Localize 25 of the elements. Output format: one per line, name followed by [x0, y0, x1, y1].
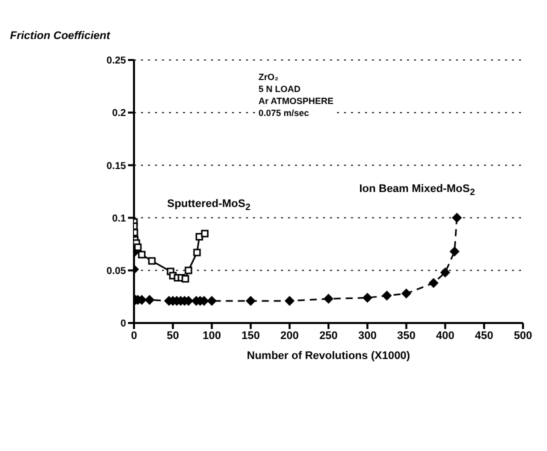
- text: Ion Beam Mixed-MoS$_{2}$: [357, 182, 477, 197]
- annotation: Ar ATMOSPHERE: [258, 94, 334, 107]
- x-tick-label: 450: [474, 330, 494, 342]
- x-tick-label: 300: [358, 330, 377, 342]
- annotation: ZrO₂: [258, 70, 280, 83]
- x-tick-label: 150: [242, 330, 260, 342]
- x-tick-label: 500: [514, 330, 532, 342]
- y-tick-label: 0: [120, 318, 126, 330]
- y-tick-label: 0.05: [106, 266, 126, 277]
- x-tick-label: 200: [280, 330, 299, 342]
- y-tick-label: 0.2: [112, 108, 126, 120]
- annotation: 0.075 m/sec: [258, 106, 310, 119]
- y-tick-label: 0.15: [106, 160, 126, 172]
- y-axis-title: Friction Coefficient: [10, 30, 110, 42]
- x-tick-label: 50: [166, 330, 180, 342]
- x-tick-label: 400: [436, 330, 454, 342]
- x-tick-label: 100: [202, 330, 221, 342]
- y-tick-label: 0.25: [106, 56, 126, 67]
- x-tick-label: 0: [130, 330, 138, 342]
- x-tick-label: 350: [397, 330, 416, 342]
- x-axis-title: Number of Revolutions (X1000): [246, 350, 410, 362]
- annotation: 5 N LOAD: [258, 82, 302, 95]
- x-tick-label: 250: [319, 330, 338, 342]
- y-tick-label: 0.1: [112, 213, 126, 224]
- text: Sputtered-MoS$_{2}$: [165, 198, 252, 212]
